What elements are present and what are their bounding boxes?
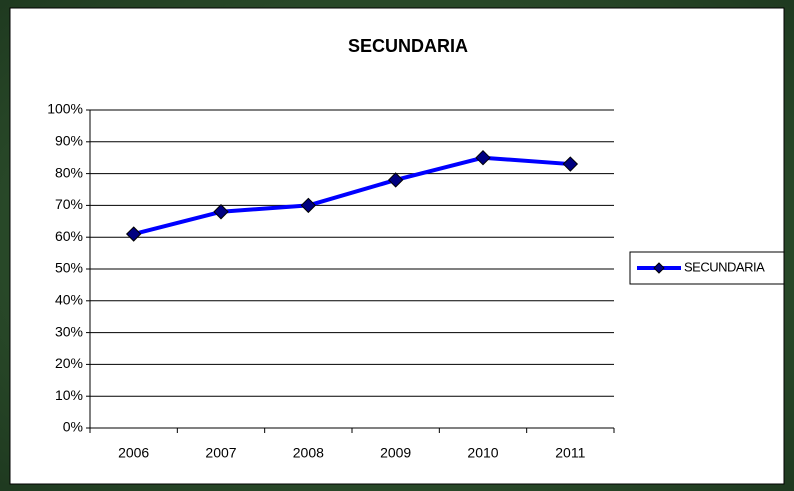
- y-tick-label: 0%: [63, 419, 83, 435]
- legend-label: SECUNDARIA: [684, 259, 765, 274]
- y-tick-label: 30%: [55, 323, 83, 339]
- y-tick-label: 80%: [55, 164, 83, 180]
- marker: [562, 156, 579, 172]
- x-tick-label: 2007: [205, 445, 236, 461]
- y-tick-label: 60%: [55, 228, 83, 244]
- series-line: [133, 155, 571, 236]
- y-tick-label: 90%: [55, 133, 83, 149]
- x-tick-label: 2008: [293, 445, 324, 461]
- y-tick-label: 100%: [47, 101, 83, 117]
- chart-title: SECUNDARIA: [348, 36, 468, 56]
- x-tick-label: 2010: [467, 445, 498, 461]
- marker: [387, 172, 404, 188]
- marker: [213, 204, 229, 220]
- x-tick-label: 2009: [380, 445, 411, 461]
- marker: [300, 197, 317, 214]
- marker: [125, 226, 142, 242]
- x-tick-label: 2006: [118, 445, 149, 461]
- marker: [475, 149, 491, 166]
- y-tick-label: 70%: [55, 196, 83, 212]
- legend-marker: [653, 262, 665, 274]
- y-tick-label: 40%: [55, 292, 83, 308]
- x-tick-label: 2011: [555, 445, 585, 461]
- y-tick-label: 20%: [55, 355, 83, 371]
- y-tick-label: 50%: [55, 260, 83, 276]
- y-tick-label: 10%: [55, 387, 83, 403]
- chart-area: [9, 7, 785, 485]
